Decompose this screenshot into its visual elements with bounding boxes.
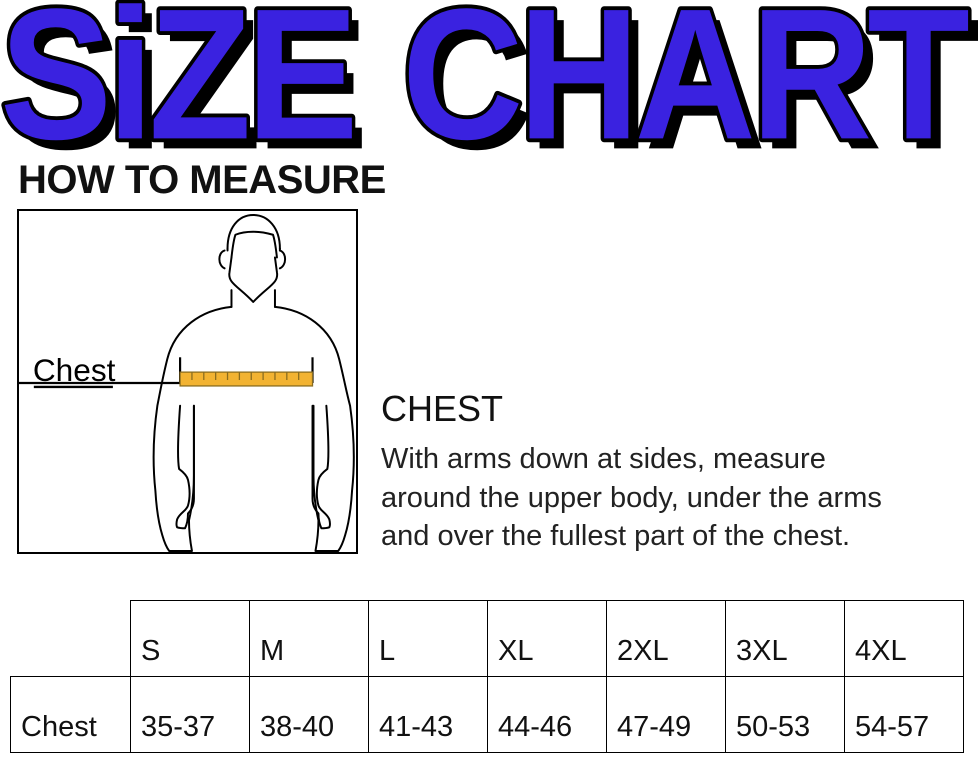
svg-text:SiZE: SiZE	[0, 0, 353, 178]
svg-text:Chest: Chest	[33, 352, 116, 388]
svg-text:CHART: CHART	[402, 0, 969, 178]
